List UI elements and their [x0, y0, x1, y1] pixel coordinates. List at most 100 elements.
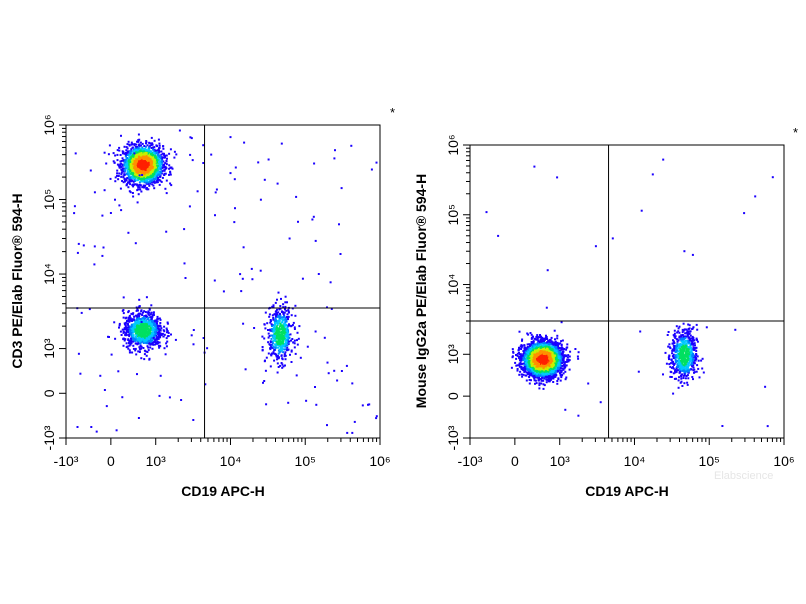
event-dot — [133, 152, 136, 155]
event-dot — [285, 335, 288, 338]
event-dot — [137, 350, 140, 353]
event-dot — [535, 344, 537, 347]
event-dot — [283, 314, 286, 317]
event-dot — [144, 323, 147, 326]
event-dot — [165, 342, 168, 345]
event-dot — [137, 139, 140, 142]
event-dot — [126, 154, 129, 156]
event-dot — [180, 399, 183, 401]
event-dot — [281, 331, 284, 334]
event-dot — [290, 350, 293, 353]
event-dot — [147, 169, 150, 172]
event-dot — [151, 321, 154, 324]
event-dot — [271, 314, 274, 317]
event-dot — [161, 332, 164, 335]
event-dot — [178, 129, 181, 132]
event-dot — [146, 345, 149, 348]
event-dot — [273, 349, 276, 351]
event-dot — [145, 140, 148, 142]
event-dot — [274, 328, 277, 331]
event-dot — [144, 311, 147, 313]
event-dot — [138, 181, 141, 184]
event-dot — [152, 321, 155, 324]
event-dot — [234, 207, 236, 210]
event-dot — [265, 356, 268, 359]
event-dot — [282, 342, 284, 345]
event-dot — [278, 327, 280, 330]
event-dot — [125, 316, 128, 319]
event-dot — [269, 347, 272, 350]
event-dot — [143, 340, 146, 343]
event-dot — [156, 159, 159, 162]
event-dot — [147, 316, 150, 319]
event-dot — [140, 164, 143, 167]
event-dot — [149, 175, 152, 178]
event-dot — [121, 164, 124, 167]
event-dot — [108, 144, 111, 147]
event-dot — [351, 431, 354, 434]
event-dot — [161, 166, 164, 169]
event-dot — [129, 168, 132, 171]
event-dot — [149, 346, 152, 349]
event-dot — [272, 316, 275, 319]
event-dot — [77, 352, 80, 355]
event-dot — [159, 163, 162, 166]
event-dot — [142, 154, 145, 157]
event-dot — [80, 311, 83, 314]
event-dot — [105, 405, 108, 408]
event-dot — [114, 337, 117, 340]
event-dot — [117, 370, 120, 373]
event-dot — [277, 352, 280, 355]
event-dot — [126, 157, 129, 159]
event-dot — [138, 317, 140, 320]
event-dot — [272, 305, 275, 308]
event-dot — [149, 144, 152, 147]
event-dot — [143, 151, 146, 154]
event-dot — [350, 144, 353, 147]
event-dot — [273, 332, 276, 335]
event-dot — [279, 317, 281, 319]
event-dot — [279, 323, 282, 326]
event-dot — [132, 347, 135, 350]
event-dot — [153, 163, 156, 166]
event-dot — [146, 351, 149, 353]
event-dot — [315, 403, 318, 406]
event-dot — [530, 333, 533, 336]
event-dot — [132, 330, 135, 333]
event-dot — [152, 176, 155, 179]
event-dot — [340, 370, 343, 372]
event-dot — [312, 215, 315, 218]
event-dot — [138, 336, 141, 339]
event-dot — [158, 333, 161, 336]
event-dot — [124, 326, 127, 329]
event-dot — [116, 174, 118, 177]
event-dot — [145, 178, 148, 181]
event-dot — [124, 169, 127, 172]
event-dot — [153, 187, 156, 190]
event-dot — [282, 334, 285, 337]
event-dot — [282, 351, 285, 354]
event-dot — [143, 153, 146, 156]
event-dot — [129, 170, 132, 172]
event-dot — [116, 172, 119, 175]
event-dot — [137, 148, 140, 151]
event-dot — [152, 314, 155, 316]
event-dot — [284, 318, 287, 321]
event-dot — [141, 158, 144, 161]
event-dot — [135, 338, 138, 341]
event-dot — [138, 334, 141, 336]
event-dot — [126, 166, 129, 169]
event-dot — [152, 148, 155, 151]
event-dot — [164, 154, 167, 157]
event-dot — [279, 328, 281, 331]
event-dot — [138, 305, 141, 308]
event-dot — [284, 295, 287, 298]
event-dot — [126, 158, 129, 161]
event-dot — [281, 328, 284, 331]
event-dot — [131, 146, 134, 149]
event-dot — [142, 319, 144, 322]
event-dot — [280, 311, 283, 313]
event-dot — [152, 319, 155, 322]
event-dot — [165, 163, 168, 166]
event-dot — [276, 323, 279, 326]
